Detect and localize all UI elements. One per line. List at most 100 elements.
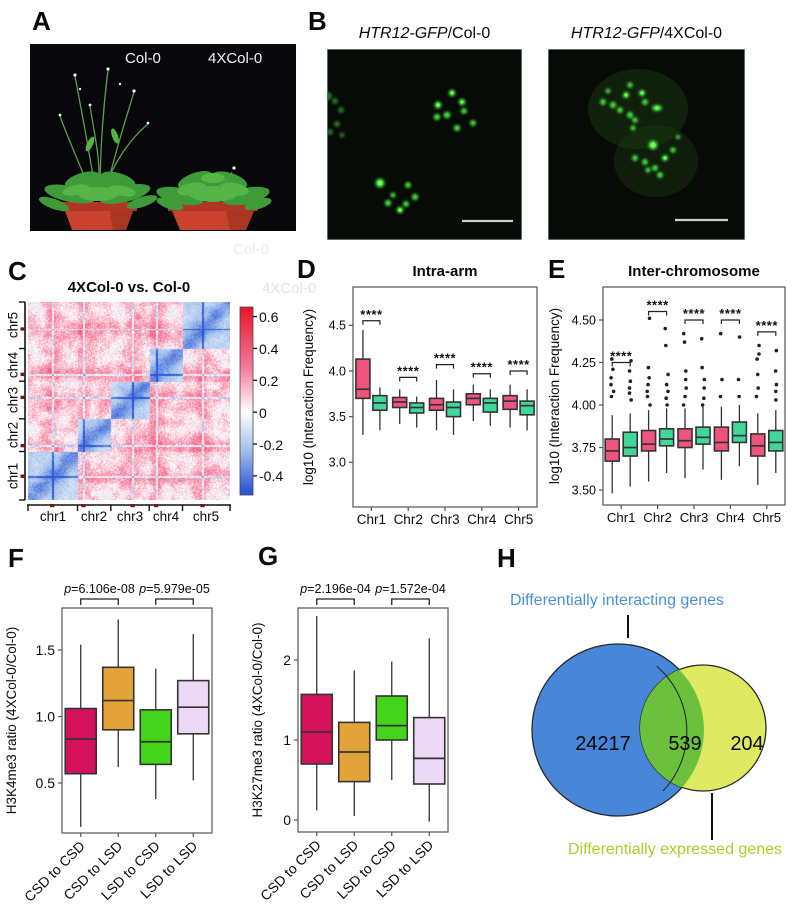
- svg-text:H3K27me3 ratio (4XCol-0/Col-0): H3K27me3 ratio (4XCol-0/Col-0): [250, 622, 265, 817]
- panel-letter-a: A: [32, 6, 51, 36]
- venn-count-interacting-only: 24217: [575, 733, 631, 755]
- svg-text:****: ****: [507, 357, 530, 372]
- gene-name-italic: HTR12-GFP: [358, 25, 448, 42]
- heatmap-title: 4XCol-0 vs. Col-0: [67, 279, 191, 296]
- genotype-suffix: /Col-0: [447, 25, 491, 42]
- venn-diagram: [531, 615, 767, 840]
- heatmap-ytick-chr5: chr5: [5, 311, 21, 339]
- svg-text:Intra-arm: Intra-arm: [412, 263, 477, 280]
- svg-text:****: ****: [397, 363, 420, 378]
- photo-label-col0: Col-0: [125, 50, 161, 67]
- boxplot-h3k4me3: H3K4me3 ratio (4XCol-0/Col-0) 1.51.00.5CS…: [4, 582, 213, 905]
- svg-text:****: ****: [646, 297, 669, 312]
- svg-text:Chr4: Chr4: [716, 510, 745, 525]
- panel-a-photo: Col-0 4XCol-0: [30, 44, 296, 231]
- svg-text:2: 2: [283, 652, 291, 668]
- svg-text:****: ****: [471, 360, 494, 375]
- svg-text:4.25: 4.25: [572, 356, 596, 370]
- svg-text:p=5.979e-05: p=5.979e-05: [138, 582, 210, 596]
- svg-text:Inter-chromosome: Inter-chromosome: [628, 263, 760, 280]
- svg-text:****: ****: [683, 306, 706, 321]
- svg-text:3.5: 3.5: [329, 410, 346, 424]
- svg-text:****: ****: [610, 349, 633, 364]
- heatmap-xtick-chr1: chr1: [39, 509, 67, 524]
- panel-letter-g: G: [258, 541, 279, 571]
- venn-overlap-region: [640, 665, 704, 791]
- genotype-suffix: /4XCol-0: [659, 25, 723, 42]
- svg-text:4.50: 4.50: [572, 313, 596, 327]
- ghost-label-4xcol0: 4XCol-0: [262, 280, 317, 297]
- svg-text:1: 1: [283, 732, 291, 748]
- heatmap-ytick-chr4: chr4: [5, 351, 21, 379]
- svg-text:H3K4me3 ratio (4XCol-0/Col-0): H3K4me3 ratio (4XCol-0/Col-0): [4, 627, 19, 815]
- colorbar-tick-0: 0: [259, 405, 267, 421]
- colorbar-tick-04: 0.4: [259, 341, 279, 357]
- svg-text:4.5: 4.5: [329, 319, 346, 333]
- heatmap-ytick-chr3: chr3: [5, 386, 21, 414]
- svg-text:Chr2: Chr2: [643, 510, 672, 525]
- svg-text:0.5: 0.5: [36, 775, 56, 791]
- ghost-label-col0: Col-0: [233, 241, 269, 258]
- colorbar-tick-06: 0.6: [259, 309, 279, 325]
- venn-count-overlap: 539: [668, 733, 702, 755]
- venn-count-expressed-only: 204: [730, 733, 764, 755]
- left-pot: [61, 202, 137, 230]
- svg-text:log10 (Interaction Frequency): log10 (Interaction Frequency): [548, 308, 562, 484]
- micrograph-2: [547, 48, 746, 245]
- heatmap-xtick-chr4: chr4: [152, 509, 180, 524]
- heatmap-axes: [19, 301, 257, 511]
- plant-photo-illustration: [30, 44, 296, 231]
- micrograph-1: [324, 48, 523, 245]
- svg-text:4.0: 4.0: [329, 364, 346, 378]
- svg-text:Chr1: Chr1: [607, 510, 636, 525]
- svg-text:****: ****: [360, 307, 383, 322]
- svg-text:4.00: 4.00: [572, 398, 596, 412]
- svg-text:p=2.196e-04: p=2.196e-04: [299, 582, 371, 596]
- panel-letter-f: F: [8, 543, 24, 573]
- svg-text:Chr4: Chr4: [467, 512, 497, 527]
- heatmap-xtick-chr5: chr5: [192, 509, 220, 524]
- svg-text:1.5: 1.5: [36, 642, 56, 658]
- right-pot: [168, 202, 258, 230]
- colorbar-tick-02: 0.2: [259, 373, 279, 389]
- photo-label-4xcol0: 4XCol-0: [208, 50, 263, 67]
- svg-text:3.50: 3.50: [572, 483, 596, 497]
- heatmap-ytick-chr1: chr1: [5, 462, 21, 490]
- svg-text:****: ****: [434, 351, 457, 366]
- micrograph-1-image: [324, 48, 523, 241]
- svg-text:p=6.106e-08: p=6.106e-08: [63, 582, 135, 596]
- left-plant: [38, 67, 158, 212]
- svg-text:3.0: 3.0: [329, 456, 346, 470]
- colorbar-canvas: [240, 307, 253, 495]
- heatmap-ytick-chr2: chr2: [5, 421, 21, 449]
- colorbar-tick-n02: -0.2: [259, 437, 284, 453]
- svg-text:****: ****: [719, 306, 742, 321]
- panel-letter-b: B: [308, 6, 327, 36]
- svg-text:p=1.572e-04: p=1.572e-04: [374, 582, 446, 596]
- venn-label-expressed: Differentially expressed genes: [567, 841, 783, 858]
- svg-text:Chr3: Chr3: [680, 510, 709, 525]
- micrograph-title-2: HTR12-GFP/4XCol-0: [548, 25, 745, 43]
- heatmap-xtick-chr3: chr3: [116, 509, 144, 524]
- hic-heatmap-canvas: [28, 302, 230, 500]
- svg-text:0: 0: [283, 812, 291, 828]
- boxplot-intra-arm: Intra-arm log10 (Interaction Frequency) 4.…: [301, 263, 538, 527]
- svg-text:Chr1: Chr1: [357, 512, 386, 527]
- svg-text:3.75: 3.75: [572, 441, 596, 455]
- svg-text:Chr5: Chr5: [753, 510, 782, 525]
- panel-letter-h: H: [497, 543, 516, 573]
- svg-text:Chr2: Chr2: [394, 512, 423, 527]
- svg-text:Chr3: Chr3: [430, 512, 459, 527]
- svg-text:Chr5: Chr5: [504, 512, 533, 527]
- micrograph-title-1: HTR12-GFP/Col-0: [327, 25, 522, 43]
- panel-letter-d: D: [297, 254, 316, 284]
- svg-text:log10 (Interaction Frequency): log10 (Interaction Frequency): [301, 309, 316, 485]
- colorbar-tick-n04: -0.4: [259, 468, 284, 484]
- svg-text:****: ****: [756, 318, 779, 333]
- venn-label-interacting: Differentially interacting genes: [509, 592, 725, 609]
- right-plant: [156, 166, 272, 211]
- boxplot-inter-chromosome: Inter-chromosome log10 (Interaction Frequ…: [548, 263, 786, 525]
- heatmap-xtick-chr2: chr2: [80, 509, 108, 524]
